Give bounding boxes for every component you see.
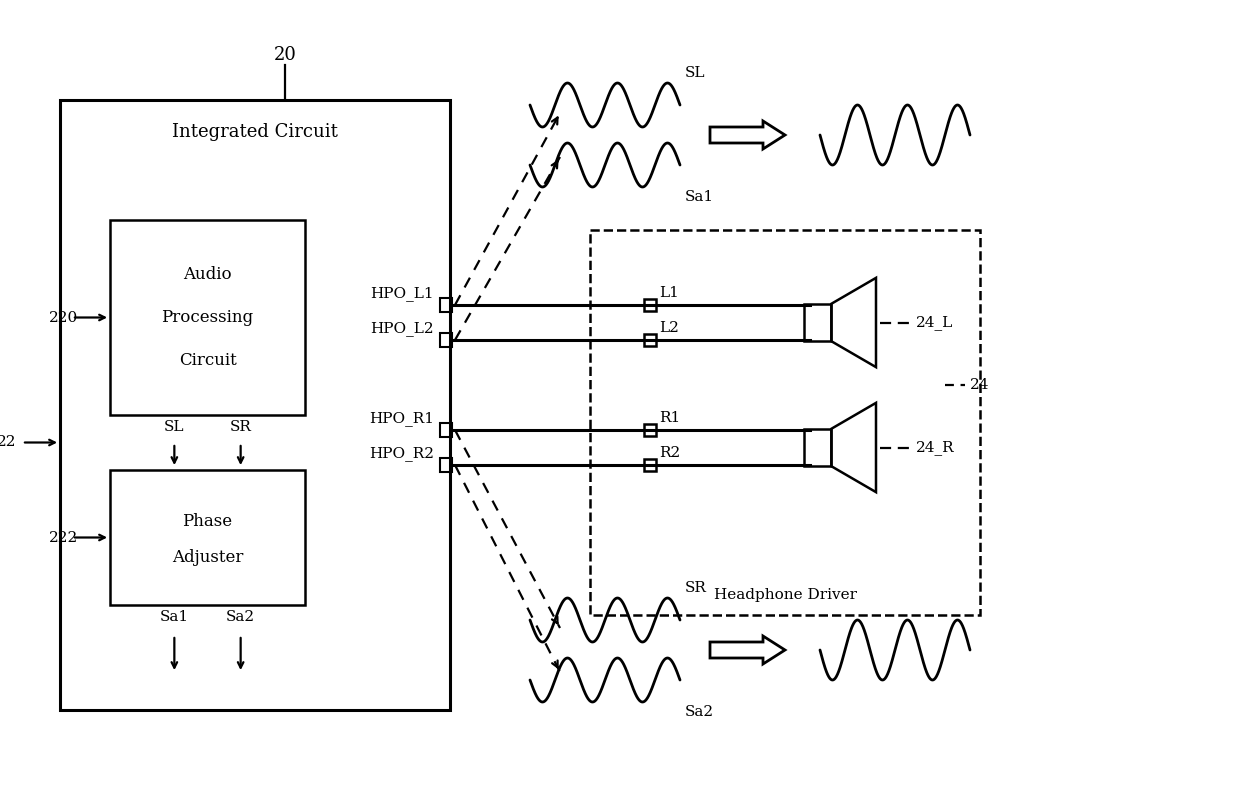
Bar xyxy=(440,333,453,347)
Text: Integrated Circuit: Integrated Circuit xyxy=(172,123,339,141)
Text: 24_R: 24_R xyxy=(916,440,955,455)
Text: SL: SL xyxy=(164,420,185,434)
Bar xyxy=(644,459,656,471)
Text: Sa1: Sa1 xyxy=(684,190,714,204)
Text: 24: 24 xyxy=(970,378,990,392)
Text: Adjuster: Adjuster xyxy=(172,549,243,566)
Text: Circuit: Circuit xyxy=(179,352,237,369)
Text: Sa2: Sa2 xyxy=(684,705,714,719)
Text: 222: 222 xyxy=(48,530,78,545)
Bar xyxy=(590,230,980,615)
Text: Audio: Audio xyxy=(184,266,232,283)
Text: SR: SR xyxy=(684,581,707,595)
Text: 24_L: 24_L xyxy=(916,315,954,330)
Bar xyxy=(440,298,453,312)
Text: HPO_L2: HPO_L2 xyxy=(371,321,434,336)
Text: Processing: Processing xyxy=(161,309,253,326)
Text: R2: R2 xyxy=(658,446,681,460)
Text: L1: L1 xyxy=(658,286,678,300)
Bar xyxy=(804,429,831,466)
Text: 220: 220 xyxy=(48,311,78,324)
Text: HPO_L1: HPO_L1 xyxy=(371,286,434,301)
Text: Sa2: Sa2 xyxy=(226,610,255,624)
Text: Sa1: Sa1 xyxy=(160,610,188,624)
Text: Headphone Driver: Headphone Driver xyxy=(713,588,857,602)
Bar xyxy=(110,470,305,605)
Bar xyxy=(804,304,831,341)
Bar xyxy=(644,334,656,346)
Text: HPO_R2: HPO_R2 xyxy=(370,446,434,461)
Text: HPO_R1: HPO_R1 xyxy=(370,411,434,426)
Text: R1: R1 xyxy=(658,411,681,425)
Bar xyxy=(644,424,656,436)
Bar xyxy=(440,423,453,437)
Bar xyxy=(644,299,656,311)
FancyArrow shape xyxy=(711,636,785,664)
Bar xyxy=(440,458,453,472)
Text: 22: 22 xyxy=(0,436,16,449)
Text: Phase: Phase xyxy=(182,513,233,529)
Text: SL: SL xyxy=(684,66,706,80)
Text: L2: L2 xyxy=(658,321,678,335)
Bar xyxy=(110,220,305,415)
Text: SR: SR xyxy=(229,420,252,434)
Bar xyxy=(60,100,450,710)
FancyArrow shape xyxy=(711,121,785,149)
Text: 20: 20 xyxy=(274,46,296,64)
